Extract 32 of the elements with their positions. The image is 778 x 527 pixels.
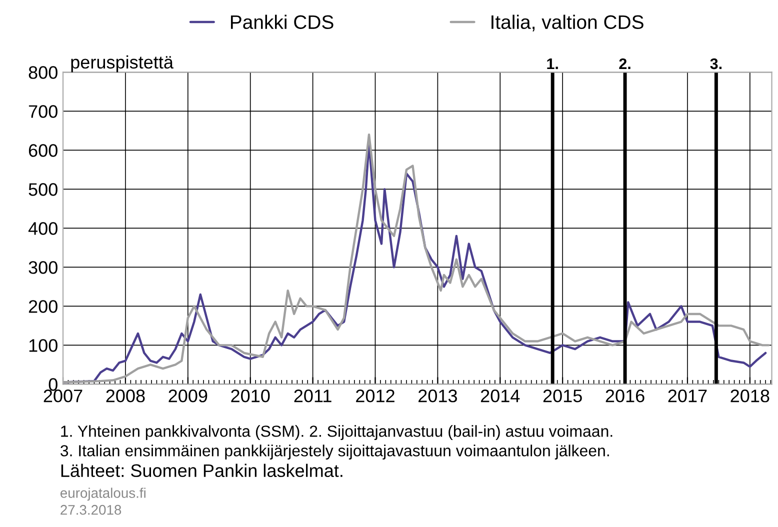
y-tick-label: 400: [28, 222, 58, 235]
x-tick-label: 2017: [668, 390, 707, 402]
y-tick-label: 500: [28, 183, 58, 196]
x-tick-label: 2009: [168, 390, 208, 402]
annotation: 1.: [547, 58, 558, 70]
y-tick-label: 800: [28, 66, 58, 79]
annotation: 2.: [619, 58, 630, 70]
x-tick-label: 2007: [44, 390, 82, 402]
x-tick-label: 2018: [730, 390, 770, 402]
annotation: 3.: [710, 58, 722, 70]
y-tick-label: 300: [28, 261, 58, 274]
x-tick-label: 2008: [106, 390, 145, 402]
legend-label: Italia, valtion CDS: [492, 14, 644, 32]
y-tick-label: 200: [28, 300, 58, 313]
x-tick-label: 2015: [543, 390, 582, 402]
y-tick-label: 600: [28, 144, 58, 157]
text: eurojatalous.fi: [60, 488, 146, 501]
x-tick-label: 2012: [356, 390, 394, 402]
x-tick-label: 2011: [294, 390, 332, 402]
x-tick-label: 2014: [480, 390, 520, 402]
x-tick-label: 2010: [231, 390, 270, 402]
text: Lähteet: Suomen Pankin laskelmat.: [61, 464, 342, 478]
text: 27.3.2018: [60, 504, 122, 515]
legend-label: Pankki CDS: [230, 14, 334, 30]
y-tick-label: 0: [48, 378, 58, 391]
y-tick-label: 100: [29, 339, 58, 352]
y-axis-title: peruspistettä: [71, 55, 174, 72]
text: 3. Italian ensimmäinen pankkijärjestely sijoittajavastuun voimaantulon jälkeen.: [60, 444, 609, 460]
y-tick-label: 700: [28, 105, 58, 118]
x-tick-label: 2013: [418, 390, 457, 402]
text: 1. Yhteinen pankkivalvonta (SSM). 2. Sijoittajanvastuu (bail-in) astuu voimaan.: [61, 425, 612, 440]
x-tick-label: 2016: [606, 390, 644, 402]
